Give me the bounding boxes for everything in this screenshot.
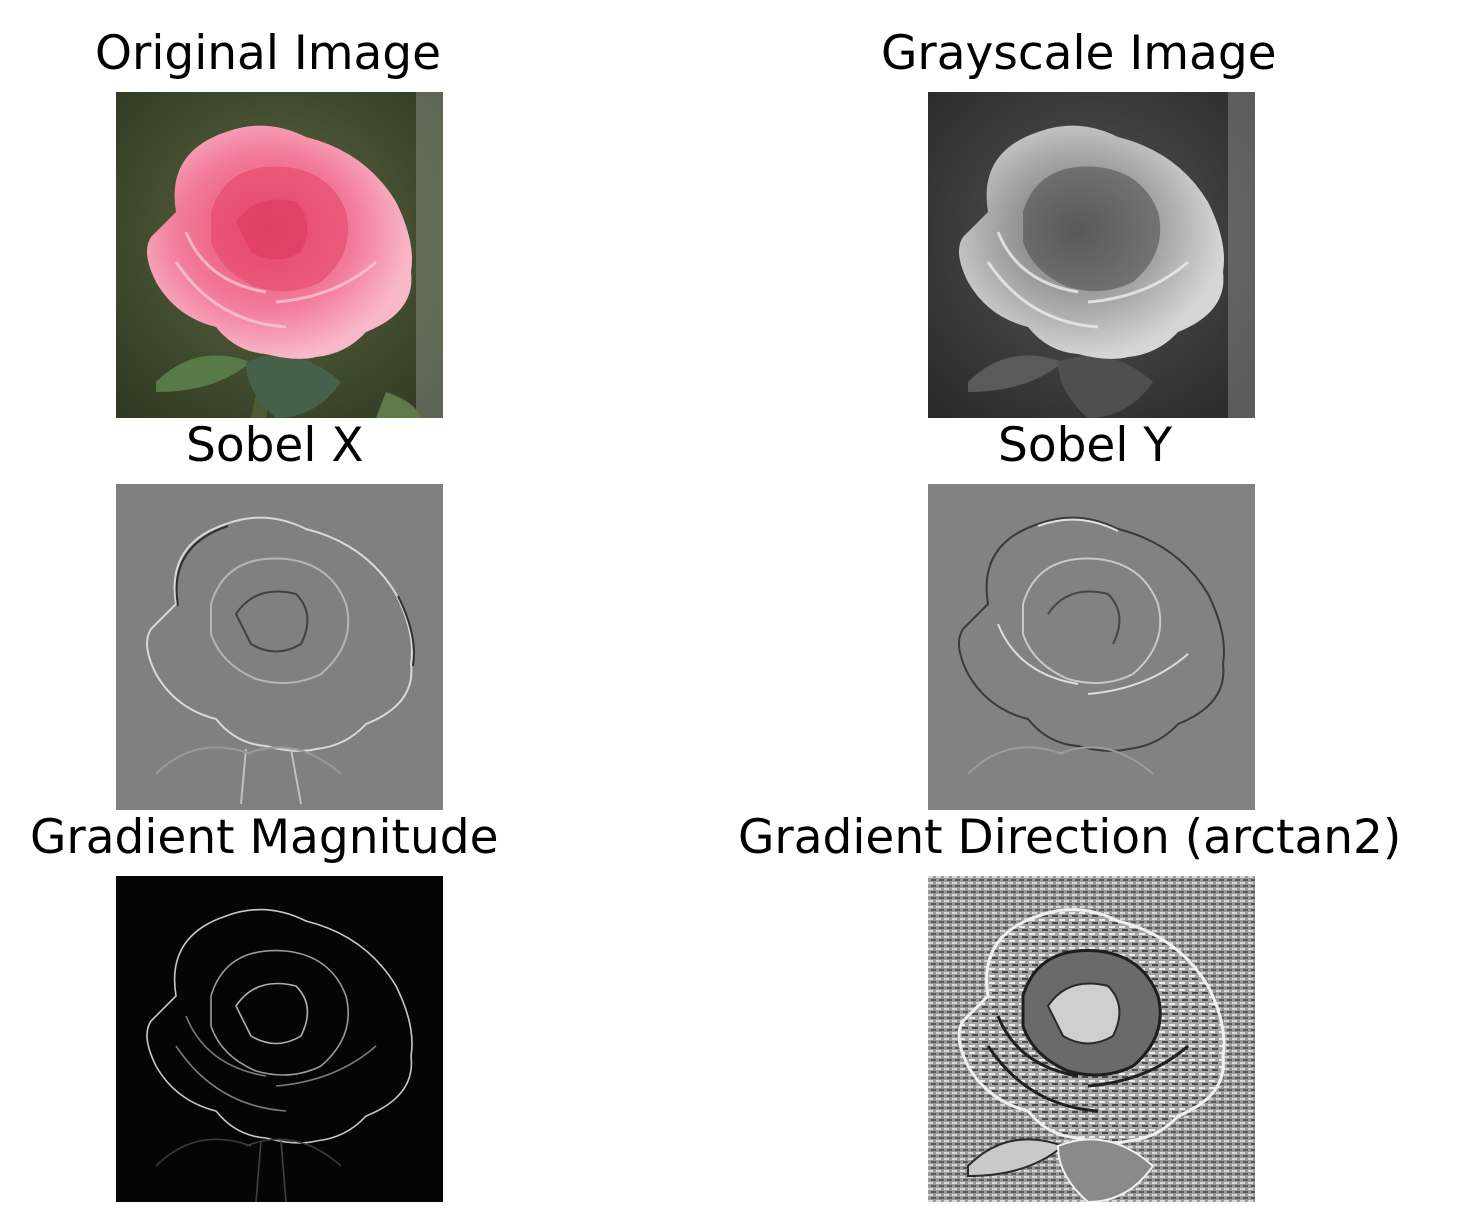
sobel-y-image: [928, 484, 1255, 810]
original-image: [116, 92, 443, 418]
panel-title-original: Original Image: [95, 26, 442, 81]
gradient-direction-image: [928, 876, 1255, 1202]
gradient-magnitude-image: [116, 876, 443, 1202]
grayscale-image: [928, 92, 1255, 418]
panel-title-sobel-y: Sobel Y: [998, 418, 1173, 473]
panel-title-sobel-x: Sobel X: [186, 418, 364, 473]
sobel-x-image: [116, 484, 443, 810]
panel-title-grayscale: Grayscale Image: [881, 26, 1277, 81]
panel-title-magnitude: Gradient Magnitude: [30, 810, 499, 865]
panel-title-direction: Gradient Direction (arctan2): [738, 810, 1402, 865]
